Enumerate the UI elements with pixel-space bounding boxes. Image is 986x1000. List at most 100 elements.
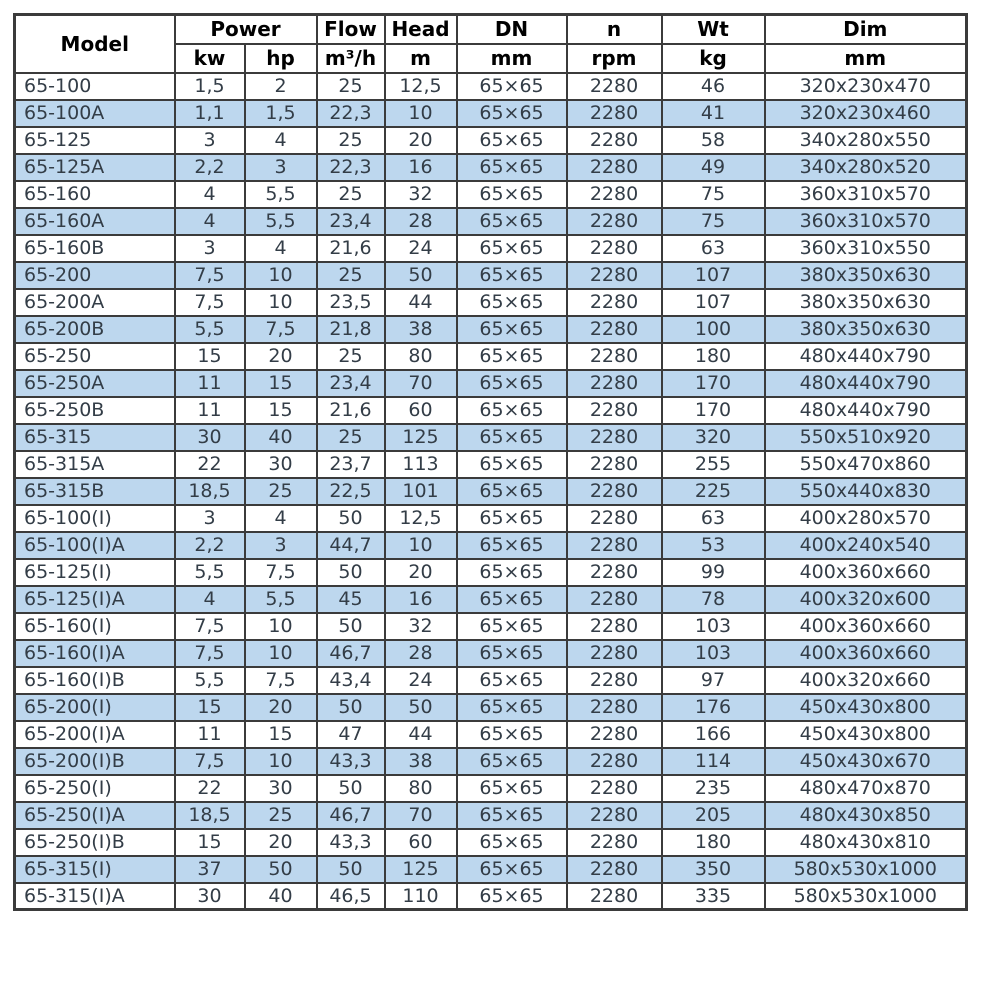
value-cell: 50 <box>383 692 458 722</box>
value-cell: 550x440x830 <box>763 476 968 506</box>
model-cell: 65-160B <box>13 233 176 263</box>
table-row: 65-160(I)B 5,5 7,5 43,4 24 65×65 2280 97 400x320… <box>13 665 968 695</box>
value-cell: 18,5 <box>173 800 246 830</box>
value-cell: 2280 <box>565 71 663 101</box>
value-cell: 2,2 <box>173 152 246 182</box>
value-cell: 99 <box>660 557 766 587</box>
value-cell: 38 <box>383 314 458 344</box>
value-cell: 50 <box>315 503 386 533</box>
value-cell: 16 <box>383 584 458 614</box>
value-cell: 21,6 <box>315 395 386 425</box>
value-cell: 450x430x670 <box>763 746 968 776</box>
table-row: 65-100 1,5 2 25 12,5 65×65 2280 46 320x230x470 <box>13 71 968 101</box>
value-cell: 10 <box>243 260 318 290</box>
value-cell: 65×65 <box>455 692 568 722</box>
value-cell: 114 <box>660 746 766 776</box>
col-header-hp: hp <box>243 42 318 74</box>
value-cell: 45 <box>315 584 386 614</box>
value-cell: 2280 <box>565 476 663 506</box>
model-cell: 65-200B <box>13 314 176 344</box>
value-cell: 40 <box>243 881 318 911</box>
value-cell: 65×65 <box>455 773 568 803</box>
value-cell: 2280 <box>565 395 663 425</box>
value-cell: 75 <box>660 179 766 209</box>
value-cell: 2280 <box>565 422 663 452</box>
value-cell: 65×65 <box>455 152 568 182</box>
table-row: 65-100A 1,1 1,5 22,3 10 65×65 2280 41 320x230x46… <box>13 98 968 128</box>
value-cell: 3 <box>173 125 246 155</box>
value-cell: 22,3 <box>315 98 386 128</box>
model-cell: 65-160A <box>13 206 176 236</box>
value-cell: 43,3 <box>315 827 386 857</box>
table-body: 65-100 1,5 2 25 12,5 65×65 2280 46 320x230x470 65… <box>13 71 968 911</box>
value-cell: 10 <box>243 638 318 668</box>
value-cell: 65×65 <box>455 611 568 641</box>
value-cell: 23,5 <box>315 287 386 317</box>
col-header-dn-unit: mm <box>455 42 568 74</box>
col-header-head: Head <box>383 13 458 45</box>
value-cell: 20 <box>243 341 318 371</box>
value-cell: 2280 <box>565 584 663 614</box>
value-cell: 2280 <box>565 638 663 668</box>
value-cell: 65×65 <box>455 71 568 101</box>
col-header-kw: kw <box>173 42 246 74</box>
value-cell: 4 <box>243 125 318 155</box>
value-cell: 65×65 <box>455 584 568 614</box>
col-header-power: Power <box>173 13 318 45</box>
value-cell: 65×65 <box>455 233 568 263</box>
model-cell: 65-315(I)A <box>13 881 176 911</box>
value-cell: 11 <box>173 395 246 425</box>
value-cell: 360x310x550 <box>763 233 968 263</box>
value-cell: 65×65 <box>455 530 568 560</box>
value-cell: 25 <box>243 800 318 830</box>
value-cell: 22 <box>173 449 246 479</box>
value-cell: 65×65 <box>455 557 568 587</box>
value-cell: 7,5 <box>243 665 318 695</box>
value-cell: 11 <box>173 719 246 749</box>
value-cell: 4 <box>243 503 318 533</box>
value-cell: 2280 <box>565 557 663 587</box>
value-cell: 50 <box>315 854 386 884</box>
value-cell: 28 <box>383 206 458 236</box>
value-cell: 60 <box>383 395 458 425</box>
value-cell: 7,5 <box>173 746 246 776</box>
value-cell: 3 <box>173 503 246 533</box>
value-cell: 2280 <box>565 449 663 479</box>
value-cell: 2280 <box>565 773 663 803</box>
model-cell: 65-160 <box>13 179 176 209</box>
table-row: 65-200(I)B 7,5 10 43,3 38 65×65 2280 114 450x430… <box>13 746 968 776</box>
value-cell: 4 <box>173 584 246 614</box>
value-cell: 2280 <box>565 611 663 641</box>
value-cell: 380x350x630 <box>763 314 968 344</box>
value-cell: 65×65 <box>455 179 568 209</box>
value-cell: 4 <box>243 233 318 263</box>
table-row: 65-160A 4 5,5 23,4 28 65×65 2280 75 360x310x570 <box>13 206 968 236</box>
value-cell: 65×65 <box>455 206 568 236</box>
table-row: 65-250B 11 15 21,6 60 65×65 2280 170 480x440x790 <box>13 395 968 425</box>
value-cell: 480x430x810 <box>763 827 968 857</box>
col-header-dim-unit: mm <box>763 42 968 74</box>
value-cell: 20 <box>383 557 458 587</box>
value-cell: 2280 <box>565 800 663 830</box>
value-cell: 15 <box>173 827 246 857</box>
value-cell: 400x360x660 <box>763 611 968 641</box>
table-row: 65-125 3 4 25 20 65×65 2280 58 340x280x550 <box>13 125 968 155</box>
value-cell: 58 <box>660 125 766 155</box>
model-cell: 65-250(I)B <box>13 827 176 857</box>
value-cell: 450x430x800 <box>763 692 968 722</box>
value-cell: 2280 <box>565 854 663 884</box>
value-cell: 43,3 <box>315 746 386 776</box>
value-cell: 550x470x860 <box>763 449 968 479</box>
model-cell: 65-200A <box>13 287 176 317</box>
value-cell: 65×65 <box>455 260 568 290</box>
value-cell: 5,5 <box>173 314 246 344</box>
value-cell: 360x310x570 <box>763 179 968 209</box>
value-cell: 41 <box>660 98 766 128</box>
value-cell: 28 <box>383 638 458 668</box>
value-cell: 10 <box>243 611 318 641</box>
table-row: 65-200 7,5 10 25 50 65×65 2280 107 380x350x630 <box>13 260 968 290</box>
col-header-flow-unit: m³/h <box>315 42 386 74</box>
value-cell: 2 <box>243 71 318 101</box>
value-cell: 65×65 <box>455 800 568 830</box>
value-cell: 320 <box>660 422 766 452</box>
